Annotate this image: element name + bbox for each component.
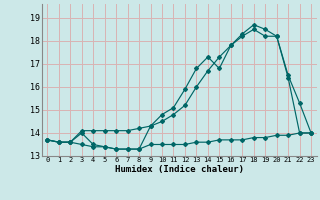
X-axis label: Humidex (Indice chaleur): Humidex (Indice chaleur) (115, 165, 244, 174)
